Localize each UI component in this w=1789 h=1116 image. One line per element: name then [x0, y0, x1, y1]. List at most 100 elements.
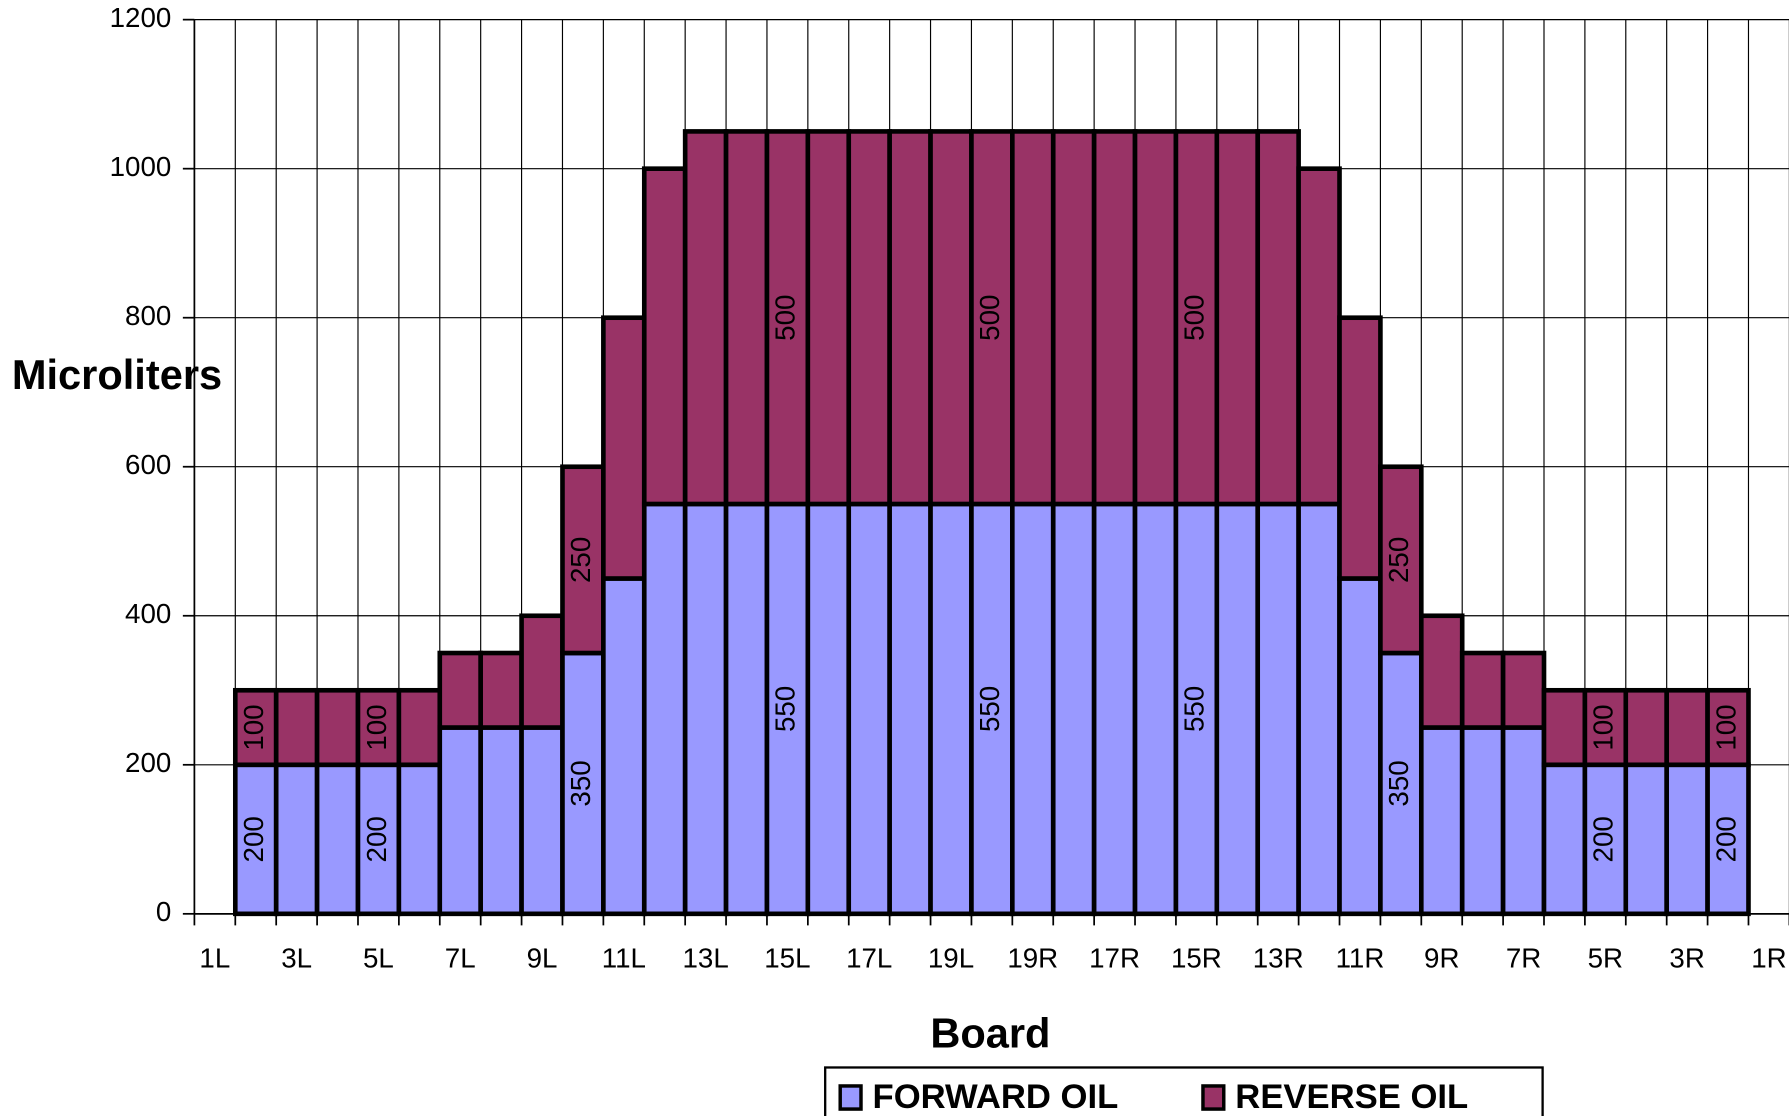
x-tick-label: 7L	[445, 942, 476, 973]
bar-segment	[805, 129, 852, 507]
data-label: 100	[1710, 704, 1741, 750]
data-label: 550	[974, 686, 1005, 732]
bars	[232, 129, 1751, 917]
y-axis-title: Microliters	[12, 351, 222, 398]
x-tick-label: 9L	[527, 942, 558, 973]
bar-segment	[1010, 129, 1056, 507]
legend-label: REVERSE OIL	[1235, 1078, 1468, 1116]
bar-segment	[764, 129, 811, 507]
data-label: 500	[974, 295, 1005, 341]
bar-segment	[723, 129, 770, 507]
legend-label: FORWARD OIL	[873, 1078, 1119, 1116]
bar-segment	[1132, 501, 1179, 917]
x-tick-label: 7R	[1506, 942, 1541, 973]
data-label: 250	[565, 537, 596, 583]
bar-segment	[1459, 725, 1506, 917]
bar-segment	[1623, 762, 1669, 917]
bar-segment	[1337, 315, 1383, 581]
y-tick-label: 200	[125, 747, 171, 778]
data-label: 200	[238, 816, 269, 862]
bar-segment	[601, 576, 647, 917]
bar-segment	[1664, 687, 1710, 768]
x-tick-label: 11R	[1336, 942, 1385, 973]
y-tick-label: 800	[125, 300, 171, 331]
bar-segment	[1500, 650, 1547, 730]
bar-segment	[601, 315, 647, 581]
bar-segment	[1664, 762, 1710, 917]
bar-segment	[928, 129, 974, 507]
bar-segment	[1132, 129, 1179, 507]
data-label: 100	[238, 704, 269, 750]
bar-segment	[682, 129, 729, 507]
bar-segment	[273, 687, 320, 768]
bar-segment	[437, 725, 483, 917]
bar-segment	[1173, 129, 1220, 507]
bar-segment	[1050, 129, 1097, 507]
legend-box	[824, 1066, 1544, 1116]
bar-segment	[1378, 464, 1424, 656]
y-tick-label: 1000	[110, 151, 172, 182]
x-tick-label: 5L	[363, 942, 394, 973]
bar-segment	[641, 166, 688, 507]
x-tick-label: 13L	[682, 942, 728, 973]
bar-segment	[355, 762, 402, 917]
x-tick-label: 1R	[1751, 942, 1786, 973]
bar-segment	[928, 501, 974, 917]
x-tick-label: 19L	[928, 942, 974, 973]
bar-segment	[1500, 725, 1547, 917]
data-label: 100	[361, 704, 392, 750]
data-label: 350	[565, 760, 596, 806]
x-tick-label: 3L	[281, 942, 312, 973]
bar-segment	[1541, 687, 1588, 768]
y-tick-label: 400	[125, 598, 171, 629]
bar-segment	[1623, 687, 1669, 768]
data-label: 200	[1588, 816, 1619, 862]
bar-segment	[846, 129, 892, 507]
bar-segment	[1582, 687, 1629, 768]
bar-segment	[1337, 576, 1383, 917]
x-axis-title: Board	[930, 1009, 1050, 1056]
bar-segment	[887, 129, 933, 507]
y-tick-label: 1200	[110, 2, 172, 33]
legend-swatch	[1201, 1084, 1226, 1111]
bar-segment	[805, 501, 852, 917]
data-label: 250	[1383, 537, 1414, 583]
bar-segment	[764, 501, 811, 917]
bar-segment	[437, 650, 483, 730]
bar-segment	[846, 501, 892, 917]
bar-segment	[1050, 501, 1097, 917]
bar-segment	[1214, 501, 1261, 917]
data-label: 200	[361, 816, 392, 862]
x-tick-label: 9R	[1424, 942, 1459, 973]
data-label: 550	[770, 686, 801, 732]
bar-segment	[314, 687, 361, 768]
bar-segment	[1214, 129, 1261, 507]
bar-segment	[1091, 129, 1138, 507]
bar-segment	[682, 501, 729, 917]
bar-segment	[1296, 166, 1342, 507]
bar-segment	[1010, 501, 1056, 917]
x-tick-label: 17R	[1089, 942, 1140, 973]
x-tick-label: 3R	[1669, 942, 1704, 973]
bar-segment	[396, 687, 443, 768]
bar-segment	[1091, 501, 1138, 917]
x-tick-label: 11L	[602, 942, 646, 973]
bar-segment	[478, 725, 524, 917]
bar-segment	[887, 501, 933, 917]
y-tick-label: 600	[125, 449, 171, 480]
bar-segment	[723, 501, 770, 917]
bar-segment	[519, 613, 565, 730]
bar-segment	[314, 762, 361, 917]
bar-segment	[1541, 762, 1588, 917]
x-tick-label: 5R	[1588, 942, 1623, 973]
bar-segment	[969, 501, 1015, 917]
x-tick-label: 15L	[764, 942, 810, 973]
x-tick-label: 13R	[1253, 942, 1304, 973]
bar-segment	[1418, 725, 1465, 917]
data-label: 500	[770, 295, 801, 341]
bar-segment	[478, 650, 524, 730]
bar-segment	[1459, 650, 1506, 730]
bar-segment	[1255, 129, 1301, 507]
